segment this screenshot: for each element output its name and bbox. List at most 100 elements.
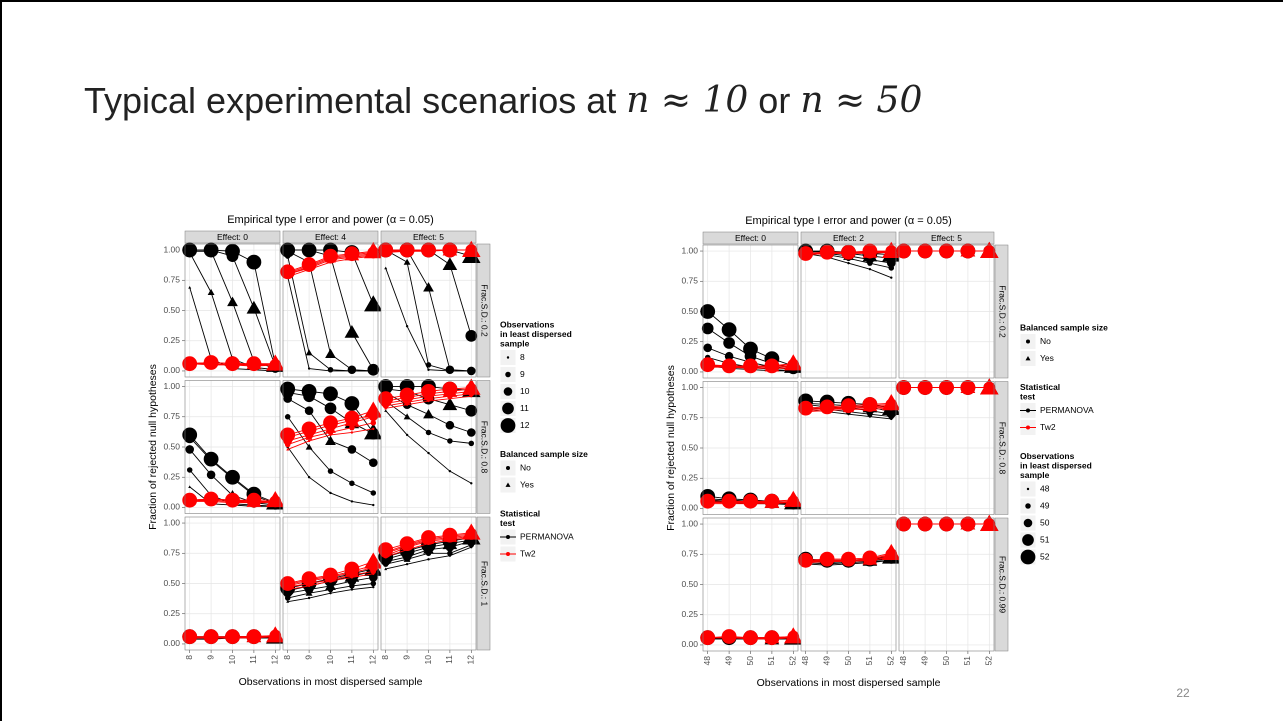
- point: [304, 406, 314, 416]
- legend-symbol: [1026, 339, 1030, 344]
- legend-symbol: [1023, 518, 1033, 528]
- point: [203, 629, 219, 645]
- point-triangle: [403, 413, 411, 420]
- point: [939, 380, 954, 395]
- point: [701, 322, 714, 335]
- facet-row-label: Frac.S.D.: 0.8: [997, 422, 1007, 475]
- legend-title: test: [500, 518, 515, 528]
- point: [442, 242, 458, 258]
- point: [405, 433, 409, 437]
- point: [447, 550, 453, 557]
- point: [372, 503, 375, 507]
- facet-column-label: Effect: 5: [413, 232, 444, 242]
- legend-symbol: [1026, 408, 1030, 413]
- y-tick-label: 0.75: [681, 549, 698, 559]
- legend-label: PERMANOVA: [520, 531, 574, 541]
- point: [447, 438, 453, 444]
- facet-row-label: Frac.S.D.: 0.8: [479, 421, 489, 474]
- title-math: n ≈ 50: [800, 80, 922, 121]
- point: [841, 398, 856, 414]
- point: [421, 383, 436, 399]
- point: [427, 451, 430, 455]
- point: [378, 542, 394, 558]
- point-triangle: [188, 286, 192, 289]
- panel-border: [380, 243, 477, 378]
- y-tick-label: 0.50: [163, 441, 180, 451]
- chart-title: Empirical type I error and power (α = 0.…: [745, 215, 952, 227]
- point: [939, 243, 954, 259]
- y-tick-label: 1.00: [681, 382, 698, 392]
- point: [370, 420, 377, 426]
- x-tick-label: 10: [227, 655, 237, 665]
- legend-label: 50: [1040, 517, 1050, 527]
- point: [721, 629, 737, 644]
- x-tick-label: 9: [205, 655, 215, 660]
- point: [225, 492, 240, 508]
- point: [203, 451, 219, 467]
- point: [764, 358, 780, 374]
- legend-label: 10: [520, 386, 530, 396]
- x-tick-label: 8: [282, 655, 292, 660]
- point: [344, 410, 360, 426]
- legend-title: Statistical: [500, 508, 540, 518]
- y-tick-label: 0.75: [681, 276, 698, 286]
- y-axis-label: Fraction of rejected null hypotheses: [665, 365, 677, 531]
- x-tick-label: 12: [368, 655, 378, 665]
- point: [280, 381, 296, 397]
- point: [182, 356, 198, 372]
- legend-symbol: [1025, 356, 1031, 361]
- point: [743, 630, 758, 646]
- legend-label: 8: [520, 352, 525, 362]
- x-tick-label: 9: [303, 655, 313, 660]
- point: [466, 366, 476, 376]
- facet-strip: [800, 231, 897, 245]
- x-axis-label: Observations in most dispersed sample: [239, 676, 423, 688]
- point: [372, 427, 375, 431]
- point: [445, 365, 455, 375]
- facet-strip: [994, 517, 1009, 652]
- point: [764, 493, 780, 509]
- point-triangle: [207, 288, 215, 295]
- point: [700, 304, 716, 319]
- point: [862, 397, 878, 412]
- point: [862, 243, 878, 259]
- point: [182, 492, 198, 508]
- point: [329, 591, 332, 595]
- point: [917, 243, 933, 259]
- panel-border: [898, 244, 995, 379]
- point: [280, 576, 296, 591]
- x-tick-label: 50: [745, 656, 755, 666]
- y-tick-label: 0.25: [681, 472, 698, 482]
- panel-border: [800, 244, 897, 379]
- point: [203, 491, 219, 507]
- x-tick-label: 11: [346, 655, 356, 664]
- point: [917, 380, 933, 395]
- point: [819, 551, 835, 567]
- point: [868, 267, 872, 271]
- slide-title: Typical experimental scenarios at n ≈ 10…: [84, 80, 922, 121]
- point: [721, 358, 737, 374]
- point-triangle: [442, 397, 458, 411]
- point-triangle: [305, 443, 313, 450]
- point: [847, 261, 850, 265]
- x-tick-label: 52: [788, 656, 798, 666]
- point: [465, 404, 478, 417]
- point: [182, 427, 198, 443]
- point-triangle: [384, 567, 388, 571]
- y-tick-label: 1.00: [681, 245, 698, 255]
- point: [700, 493, 716, 509]
- point-triangle: [384, 266, 388, 270]
- point: [307, 367, 311, 370]
- panel-border: [380, 516, 477, 651]
- point-triangle: [188, 485, 192, 489]
- y-tick-label: 0.00: [163, 502, 180, 512]
- point: [960, 243, 976, 259]
- point: [349, 480, 355, 487]
- y-tick-label: 0.25: [163, 471, 180, 481]
- x-tick-label: 50: [941, 656, 951, 666]
- panel-border: [282, 380, 379, 514]
- point: [405, 325, 409, 328]
- legend-label: No: [1040, 336, 1051, 346]
- panel-border: [184, 516, 281, 651]
